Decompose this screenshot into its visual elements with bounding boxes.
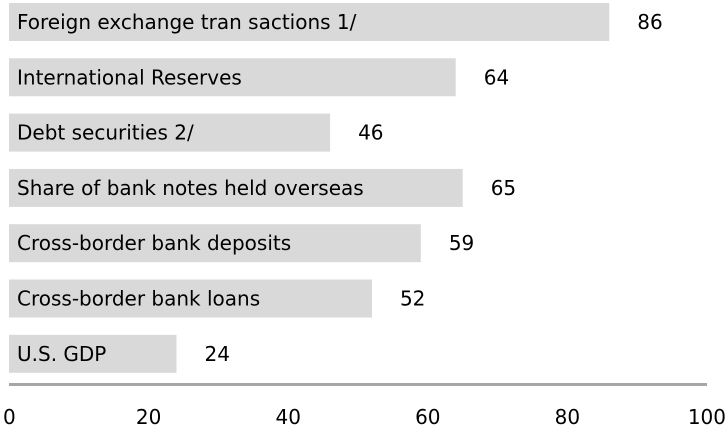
bar-category-label: Cross-border bank deposits (17, 231, 291, 255)
x-tick-label: 60 (415, 405, 440, 428)
x-tick-label: 100 (688, 405, 726, 428)
bars-layer: Foreign exchange tran sactions 1/86 Inter… (9, 3, 663, 373)
bar (9, 3, 610, 41)
bar-category-label: Cross-border bank loans (17, 287, 260, 311)
x-tick-label: 80 (555, 405, 580, 428)
bar-value-label: 59 (449, 231, 474, 255)
bar-category-label: Share of bank notes held overseas (17, 176, 364, 200)
x-tick-label: 0 (3, 405, 16, 428)
bar (9, 334, 177, 373)
bar (9, 224, 421, 263)
bar-value-label: 46 (358, 121, 383, 145)
x-axis-ticks: 0 20 40 60 80 100 (3, 405, 726, 428)
bar (9, 168, 463, 207)
bar (9, 279, 372, 318)
bar-value-label: 65 (491, 176, 516, 200)
bar-category-label: U.S. GDP (17, 342, 106, 366)
bar (9, 113, 331, 152)
bar-category-label: International Reserves (17, 65, 242, 89)
bar-value-label: 86 (637, 10, 662, 34)
bar (9, 58, 456, 97)
x-tick-label: 40 (275, 405, 300, 428)
bar-value-label: 24 (205, 342, 230, 366)
bar-category-label: Foreign exchange tran sactions 1/ (17, 10, 357, 34)
bar-value-label: 64 (484, 65, 509, 89)
x-tick-label: 20 (136, 405, 161, 428)
bar-category-label: Debt securities 2/ (17, 121, 194, 145)
bar-value-label: 52 (400, 287, 425, 311)
